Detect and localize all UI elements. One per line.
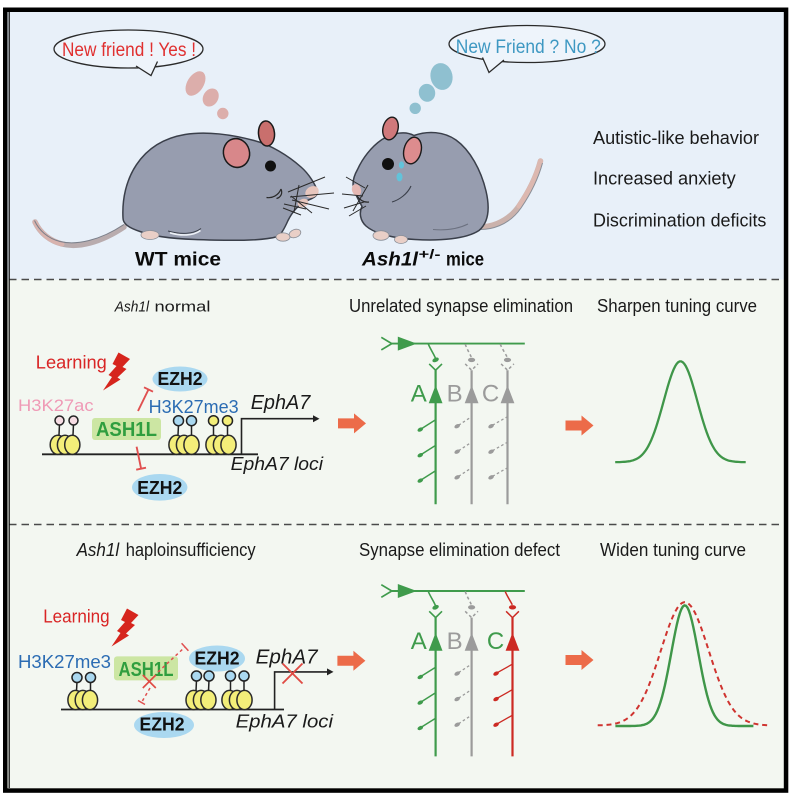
svg-text:A: A	[411, 381, 427, 408]
svg-text:EZH2: EZH2	[140, 713, 185, 734]
svg-text:normal: normal	[155, 300, 211, 316]
svg-text:Unrelated synapse elimination: Unrelated synapse elimination	[349, 295, 573, 316]
svg-text:+/-: +/-	[419, 247, 441, 262]
svg-text:B: B	[447, 628, 463, 655]
svg-text:C: C	[482, 381, 499, 408]
svg-text:EphA7: EphA7	[256, 647, 319, 669]
svg-text:Synapse elimination defect: Synapse elimination defect	[359, 539, 560, 560]
svg-text:New Friend ? No ?: New Friend ? No ?	[456, 37, 601, 58]
svg-text:Learning: Learning	[36, 352, 107, 373]
svg-text:haploinsufficiency: haploinsufficiency	[126, 539, 257, 560]
svg-text:EZH2: EZH2	[158, 368, 203, 389]
svg-text:EZH2: EZH2	[137, 477, 182, 498]
svg-text:Increased anxiety: Increased anxiety	[593, 167, 736, 188]
svg-text:C: C	[487, 628, 504, 655]
svg-text:H3K27ac: H3K27ac	[18, 396, 94, 415]
svg-text:EphA7 loci: EphA7 loci	[231, 454, 324, 474]
svg-text:Widen tuning curve: Widen tuning curve	[600, 539, 746, 560]
svg-text:mice: mice	[446, 249, 484, 271]
svg-text:Ash1l: Ash1l	[361, 249, 419, 271]
svg-text:EphA7: EphA7	[251, 392, 311, 414]
svg-text:EZH2: EZH2	[195, 648, 240, 669]
svg-text:EphA7 loci: EphA7 loci	[236, 712, 335, 732]
svg-text:Discrimination deficits: Discrimination deficits	[593, 210, 766, 231]
svg-text:Ash1l: Ash1l	[114, 300, 150, 316]
svg-text:ASH1L: ASH1L	[119, 659, 174, 681]
svg-text:Ash1l: Ash1l	[76, 539, 120, 560]
svg-text:A: A	[411, 628, 427, 655]
svg-text:New friend ! Yes !: New friend ! Yes !	[62, 40, 196, 61]
svg-text:H3K27me3: H3K27me3	[149, 397, 239, 417]
svg-text:B: B	[447, 381, 463, 408]
svg-text:Learning: Learning	[43, 605, 109, 626]
svg-text:ASH1L: ASH1L	[96, 419, 157, 441]
svg-text:Autistic-like behavior: Autistic-like behavior	[593, 127, 759, 148]
svg-text:H3K27me3: H3K27me3	[18, 652, 111, 672]
svg-text:WT mice: WT mice	[135, 249, 221, 271]
svg-text:Sharpen tuning curve: Sharpen tuning curve	[597, 295, 757, 316]
